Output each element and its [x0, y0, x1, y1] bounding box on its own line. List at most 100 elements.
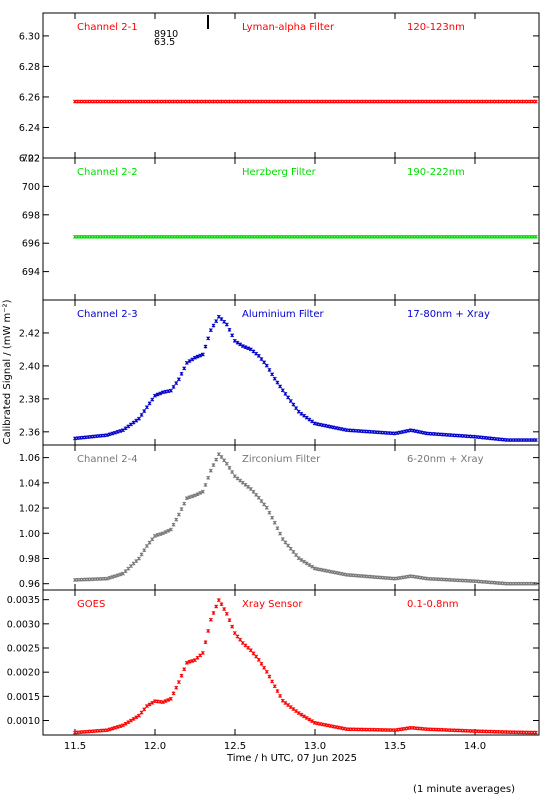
panel-3-data-point — [118, 429, 123, 433]
panel-5-data-point — [107, 727, 112, 732]
panel-4-ytick-label: 1.00 — [19, 529, 40, 540]
marker-note-2: 63.5 — [154, 37, 175, 48]
panel-4-data-point — [533, 581, 538, 586]
panel-3-data-point — [230, 333, 235, 338]
panel-4-data-point — [166, 528, 171, 533]
panel-5-data-point — [126, 720, 131, 725]
panel-4-filter-label: Zirconium Filter — [242, 454, 321, 465]
panel-5-data-point — [339, 726, 344, 731]
panel-3-data-point — [403, 429, 408, 434]
panel-1-ytick-label: 6.28 — [19, 62, 40, 73]
panel-3-data-point — [328, 424, 333, 429]
panel-5-data-point — [168, 696, 173, 701]
panel-5-data-point — [291, 707, 296, 711]
panel-3-data-point — [187, 359, 192, 364]
panel-4-data-point — [310, 564, 315, 569]
panel-3-data-point — [190, 357, 195, 362]
panel-5-data-point — [184, 660, 189, 665]
panel-5-data-point — [296, 711, 301, 716]
panel-4-data-point — [280, 537, 285, 542]
panel-3-data-point — [219, 317, 224, 322]
panel-3-filter-label: Aluminium Filter — [242, 309, 325, 320]
panel-4-series — [73, 452, 538, 586]
panel-4-data-point — [203, 482, 208, 487]
panel-2-ytick-label: 694 — [22, 267, 40, 278]
panel-5-data-point — [248, 648, 253, 653]
panel-3-data-point — [400, 429, 405, 434]
panel-5-data-point — [214, 604, 219, 609]
panel-3-data-point — [126, 424, 131, 429]
panel-3-data-point — [334, 425, 338, 430]
panel-4-ytick-label: 0.96 — [19, 579, 40, 590]
panel-2-ytick-label: 696 — [22, 239, 40, 250]
panel-4-data-point — [334, 570, 338, 575]
panel-4-data-point — [113, 574, 117, 579]
panel-4-data-point — [302, 559, 307, 564]
panel-3-data-point — [142, 409, 147, 414]
panel-5-ytick-label: 0.0030 — [7, 619, 40, 630]
panel-3-data-point — [267, 367, 272, 372]
panel-3-data-point — [113, 430, 117, 435]
panel-5-data-point — [203, 640, 208, 645]
panel-4-data-point — [163, 530, 168, 535]
panel-5-data-point — [120, 723, 125, 728]
panel-4-data-point — [251, 489, 256, 494]
panel-3-data-point — [318, 422, 323, 427]
panel-4-data-point — [182, 501, 187, 506]
panel-3-data-point — [398, 430, 402, 435]
panel-4-data-point — [155, 533, 160, 537]
panel-5-data-point — [251, 651, 256, 656]
panel-5-data-point — [259, 661, 264, 666]
panel-1-ytick-label: 6.26 — [19, 92, 40, 103]
panel-5-data-point — [123, 721, 128, 726]
panel-5-data-point — [334, 725, 338, 729]
xtick-label: 12.0 — [144, 741, 166, 752]
panel-5-filter-label: Xray Sensor — [242, 599, 303, 610]
panel-3-data-point — [256, 353, 261, 358]
panel-4-frame — [42, 444, 540, 591]
panel-4-data-point — [195, 492, 200, 497]
panel-3-data-point — [320, 423, 325, 428]
panel-3-data-point — [262, 360, 267, 365]
panel-4-data-point — [200, 489, 205, 494]
panel-3-series — [73, 314, 538, 443]
panel-3-data-point — [294, 406, 299, 411]
panel-4-data-point — [144, 544, 149, 548]
panel-5-ytick-label: 0.0015 — [7, 692, 40, 703]
panel-5-data-point — [304, 715, 309, 720]
panel-5-data-point — [174, 685, 179, 690]
panel-3-data-point — [395, 431, 400, 435]
panel-4-data-point — [227, 465, 232, 470]
panel-3-data-point — [243, 345, 248, 350]
panel-5-data-point — [219, 602, 224, 607]
panel-5-frame — [42, 589, 540, 736]
panel-3-ytick-label: 2.36 — [19, 427, 40, 438]
panel-3-data-point — [312, 421, 317, 426]
y-axis-label: Calibrated Signal / (mW m⁻²) — [2, 299, 13, 444]
marker-note-1: 8910 — [154, 29, 178, 40]
panel-3-data-point — [211, 323, 216, 328]
panel-3-data-point — [307, 417, 312, 422]
panel-1-band-label: 120-123nm — [407, 22, 465, 33]
panel-3-data-point — [272, 376, 277, 381]
panel-3-data-point — [416, 429, 421, 434]
panel-2-band-label: 190-222nm — [407, 167, 465, 178]
panel-5-data-point — [171, 691, 176, 696]
panel-4-data-point — [259, 499, 264, 504]
panel-3-data-point — [144, 405, 149, 410]
xtick-label: 13.0 — [304, 741, 326, 752]
panel-3-frame — [42, 299, 540, 446]
panel-3-data-point — [208, 328, 213, 333]
panel-3-data-point — [315, 422, 320, 427]
panel-3-band-label: 17-80nm + Xray — [407, 309, 490, 320]
panel-4-data-point — [326, 569, 330, 574]
panel-5-data-point — [131, 716, 136, 721]
panel-5-data-point — [238, 637, 243, 642]
panel-3-data-point — [171, 384, 176, 389]
panel-5-data-point — [328, 724, 333, 728]
panel-4-data-point — [214, 457, 219, 462]
footnote: (1 minute averages) — [413, 784, 515, 795]
panel-4-data-point — [312, 566, 317, 571]
